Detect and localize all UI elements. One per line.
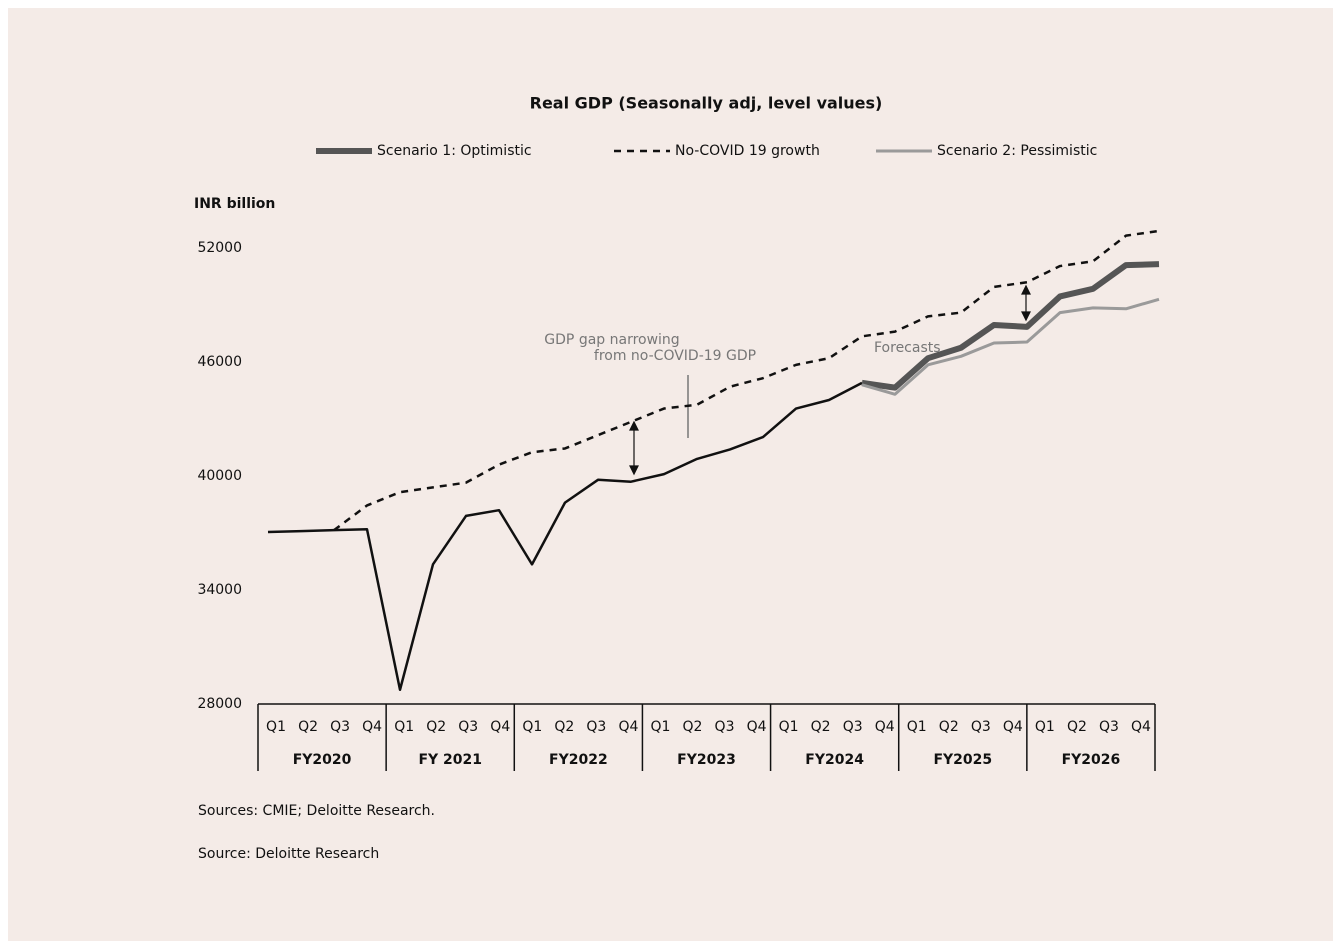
x-tick-label: Q3 bbox=[458, 719, 478, 735]
x-tick-label: Q1 bbox=[266, 719, 286, 735]
group-label: FY2023 bbox=[677, 752, 736, 768]
legend-label: No-COVID 19 growth bbox=[675, 143, 820, 159]
annotation: GDP gap narrowing bbox=[544, 332, 679, 348]
group-label: FY2024 bbox=[805, 752, 864, 768]
x-tick-label: Q3 bbox=[330, 719, 350, 735]
legend-label: Scenario 2: Pessimistic bbox=[937, 143, 1097, 159]
x-tick-label: Q3 bbox=[1099, 719, 1119, 735]
x-tick-label: Q2 bbox=[426, 719, 446, 735]
legend-label: Scenario 1: Optimistic bbox=[377, 143, 532, 159]
x-tick-label: Q2 bbox=[554, 719, 574, 735]
source: Sources: CMIE; Deloitte Research. bbox=[198, 803, 435, 819]
x-tick-label: Q4 bbox=[362, 719, 382, 735]
y-axis-label: INR billion bbox=[194, 196, 275, 212]
gap-arrow bbox=[629, 284, 1031, 476]
source: Source: Deloitte Research bbox=[198, 846, 379, 862]
data-line bbox=[861, 261, 1160, 391]
x-tick-label: Q1 bbox=[394, 719, 414, 735]
x-tick-label: Q1 bbox=[779, 719, 799, 735]
x-tick-label: Q1 bbox=[1035, 719, 1055, 735]
x-tick-label: Q1 bbox=[522, 719, 542, 735]
y-tick-label: 40000 bbox=[197, 468, 242, 484]
annotation: from no-COVID-19 GDP bbox=[594, 348, 756, 364]
data-line bbox=[267, 381, 863, 691]
x-tick-label: Q4 bbox=[1003, 719, 1023, 735]
x-tick-label: Q1 bbox=[650, 719, 670, 735]
y-tick-label: 28000 bbox=[197, 696, 242, 712]
group-label: FY2025 bbox=[933, 752, 992, 768]
x-tick-label: Q4 bbox=[747, 719, 767, 735]
x-tick-label: Q4 bbox=[618, 719, 638, 735]
x-tick-label: Q3 bbox=[971, 719, 991, 735]
group-label: FY2022 bbox=[549, 752, 608, 768]
background bbox=[8, 8, 1333, 941]
x-tick-label: Q2 bbox=[811, 719, 831, 735]
x-tick-label: Q4 bbox=[1131, 719, 1151, 735]
x-tick-label: Q4 bbox=[875, 719, 895, 735]
x-tick-label: Q3 bbox=[586, 719, 606, 735]
data-line bbox=[861, 297, 1160, 396]
chart-title: Real GDP (Seasonally adj, level values) bbox=[530, 94, 883, 113]
group-label: FY2020 bbox=[293, 752, 352, 768]
group-label: FY 2021 bbox=[418, 752, 482, 768]
x-tick-label: Q3 bbox=[843, 719, 863, 735]
y-tick-label: 52000 bbox=[197, 240, 242, 256]
x-tick-label: Q4 bbox=[490, 719, 510, 735]
x-tick-label: Q3 bbox=[715, 719, 735, 735]
y-tick-label: 46000 bbox=[197, 354, 242, 370]
group-label: FY2026 bbox=[1062, 752, 1121, 768]
x-tick-label: Q2 bbox=[683, 719, 703, 735]
data-line bbox=[333, 229, 1160, 532]
x-tick-label: Q2 bbox=[939, 719, 959, 735]
annotation: Forecasts bbox=[874, 340, 941, 356]
x-tick-label: Q2 bbox=[298, 719, 318, 735]
x-tick-label: Q2 bbox=[1067, 719, 1087, 735]
y-tick-label: 34000 bbox=[197, 582, 242, 598]
x-tick-label: Q1 bbox=[907, 719, 927, 735]
